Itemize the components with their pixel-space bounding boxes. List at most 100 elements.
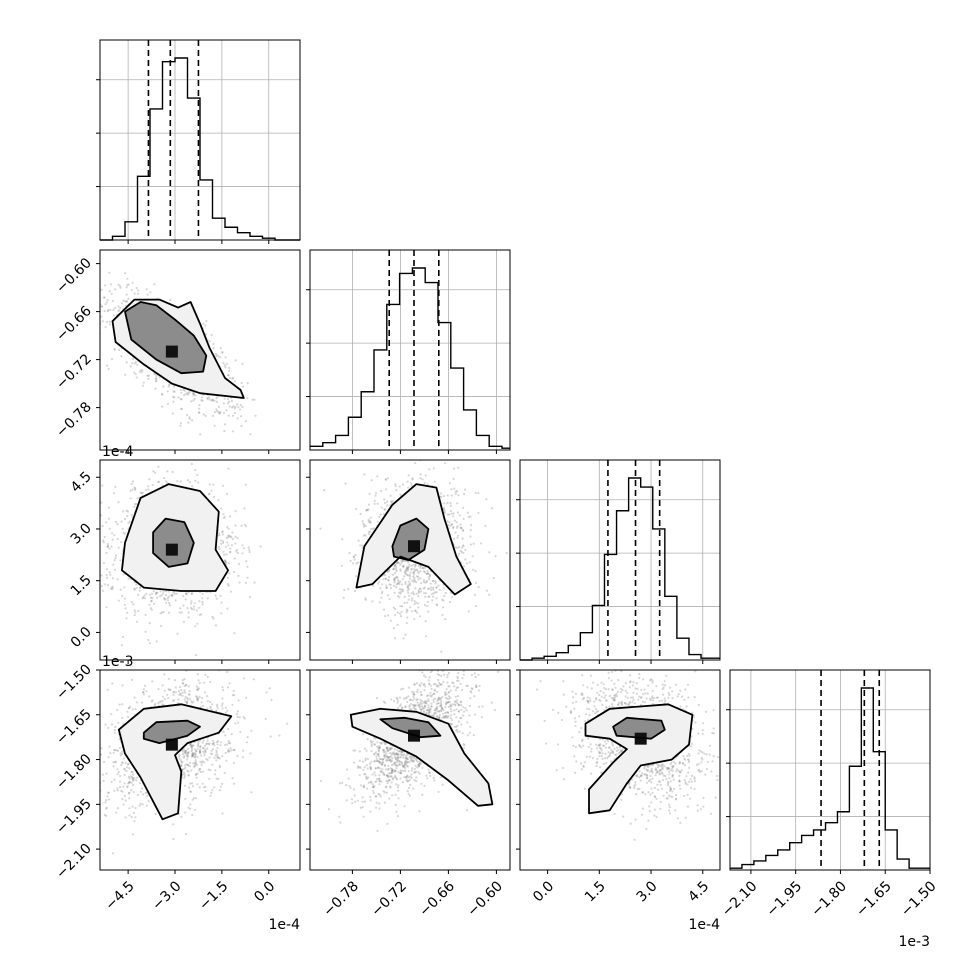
- scatter-point: [401, 590, 405, 593]
- scatter-point: [165, 601, 168, 605]
- scatter-point: [109, 308, 112, 311]
- scatter-point: [223, 430, 226, 433]
- scatter-point: [159, 590, 162, 593]
- scatter-point: [225, 409, 228, 412]
- scatter-point: [190, 746, 193, 749]
- contour-level-1: [111, 298, 245, 399]
- scatter-point: [244, 581, 247, 584]
- scatter-point: [387, 578, 390, 581]
- scatter-point: [214, 624, 217, 627]
- scatter-point: [414, 609, 417, 612]
- scatter-point: [400, 561, 403, 564]
- scatter-point: [446, 494, 449, 497]
- scatter-point: [234, 524, 237, 527]
- scatter-point: [226, 398, 229, 401]
- scatter-point: [147, 799, 150, 803]
- scatter-point: [121, 798, 124, 801]
- scatter-point: [168, 604, 171, 607]
- scatter-point: [467, 515, 470, 519]
- scatter-point: [154, 702, 157, 705]
- scatter-point: [469, 535, 472, 538]
- scatter-point: [206, 597, 209, 600]
- scatter-point: [422, 570, 425, 573]
- scatter-point: [186, 413, 189, 416]
- scatter-point: [394, 566, 398, 569]
- scatter-point: [414, 564, 417, 567]
- scatter-point: [480, 542, 483, 545]
- scatter-point: [397, 561, 400, 564]
- scatter-point: [100, 315, 103, 318]
- scatter-point: [189, 790, 193, 793]
- scatter-point: [402, 637, 405, 640]
- scatter-point: [167, 385, 170, 388]
- scatter-point: [361, 544, 364, 547]
- scatter-point: [459, 549, 462, 552]
- scatter-point: [215, 709, 218, 712]
- scatter-point: [418, 590, 421, 593]
- scatter-point: [121, 594, 124, 598]
- scatter-point: [469, 515, 472, 518]
- scatter-point: [406, 569, 409, 572]
- scatter-point: [198, 411, 201, 414]
- scatter-point: [123, 794, 126, 797]
- scatter-point: [111, 852, 115, 855]
- scatter-point: [443, 502, 446, 505]
- scatter-point: [133, 609, 136, 612]
- scatter-point: [104, 799, 108, 802]
- scatter-point: [352, 555, 355, 558]
- scatter-point: [87, 303, 89, 305]
- scatter-point: [166, 470, 169, 473]
- scatter-point: [204, 333, 208, 336]
- scatter-point: [224, 356, 227, 359]
- scatter-point: [259, 545, 262, 548]
- scatter-point: [179, 607, 182, 610]
- scatter-point: [458, 552, 461, 555]
- scatter-point: [385, 586, 388, 590]
- scatter-point: [343, 588, 346, 592]
- scatter-point: [398, 485, 401, 488]
- scatter-point: [395, 489, 398, 492]
- scatter-point: [417, 606, 420, 609]
- scatter-point: [408, 594, 411, 597]
- scatter-point: [404, 571, 407, 575]
- scatter-point: [389, 494, 392, 497]
- scatter-point: [415, 592, 418, 595]
- scatter-point: [198, 613, 201, 616]
- scatter-point: [123, 597, 127, 600]
- scatter-point: [238, 581, 241, 584]
- scatter-point: [194, 763, 197, 767]
- scatter-point: [469, 529, 472, 532]
- scatter-point: [444, 462, 447, 465]
- scatter-point: [393, 563, 396, 566]
- scatter-point: [184, 797, 187, 800]
- scatter-point: [156, 596, 159, 599]
- scatter-point: [250, 791, 253, 794]
- scatter-point: [131, 281, 134, 284]
- scatter-point: [166, 390, 169, 393]
- scatter-point: [468, 561, 471, 564]
- scatter-point: [163, 477, 166, 480]
- scatter-point: [198, 786, 201, 789]
- scatter-point: [150, 608, 153, 611]
- scatter-point: [395, 586, 398, 589]
- scatter-point: [351, 562, 355, 565]
- scatter-point: [286, 722, 289, 725]
- scatter-point: [184, 598, 187, 601]
- scatter-point: [234, 542, 237, 545]
- scatter-point: [226, 402, 229, 405]
- scatter-point: [369, 521, 372, 524]
- scatter-point: [221, 350, 224, 354]
- scatter-point: [216, 743, 219, 746]
- scatter-point: [444, 592, 447, 595]
- scatter-point: [241, 552, 244, 555]
- panel-content: [87, 271, 257, 436]
- scatter-point: [402, 565, 405, 568]
- scatter-point: [222, 402, 225, 405]
- scatter-point: [427, 576, 430, 579]
- scatter-point: [422, 579, 426, 582]
- scatter-point: [117, 501, 120, 504]
- scatter-point: [133, 486, 136, 489]
- scatter-point: [132, 773, 135, 776]
- scatter-point: [361, 546, 364, 549]
- scatter-point: [100, 288, 103, 291]
